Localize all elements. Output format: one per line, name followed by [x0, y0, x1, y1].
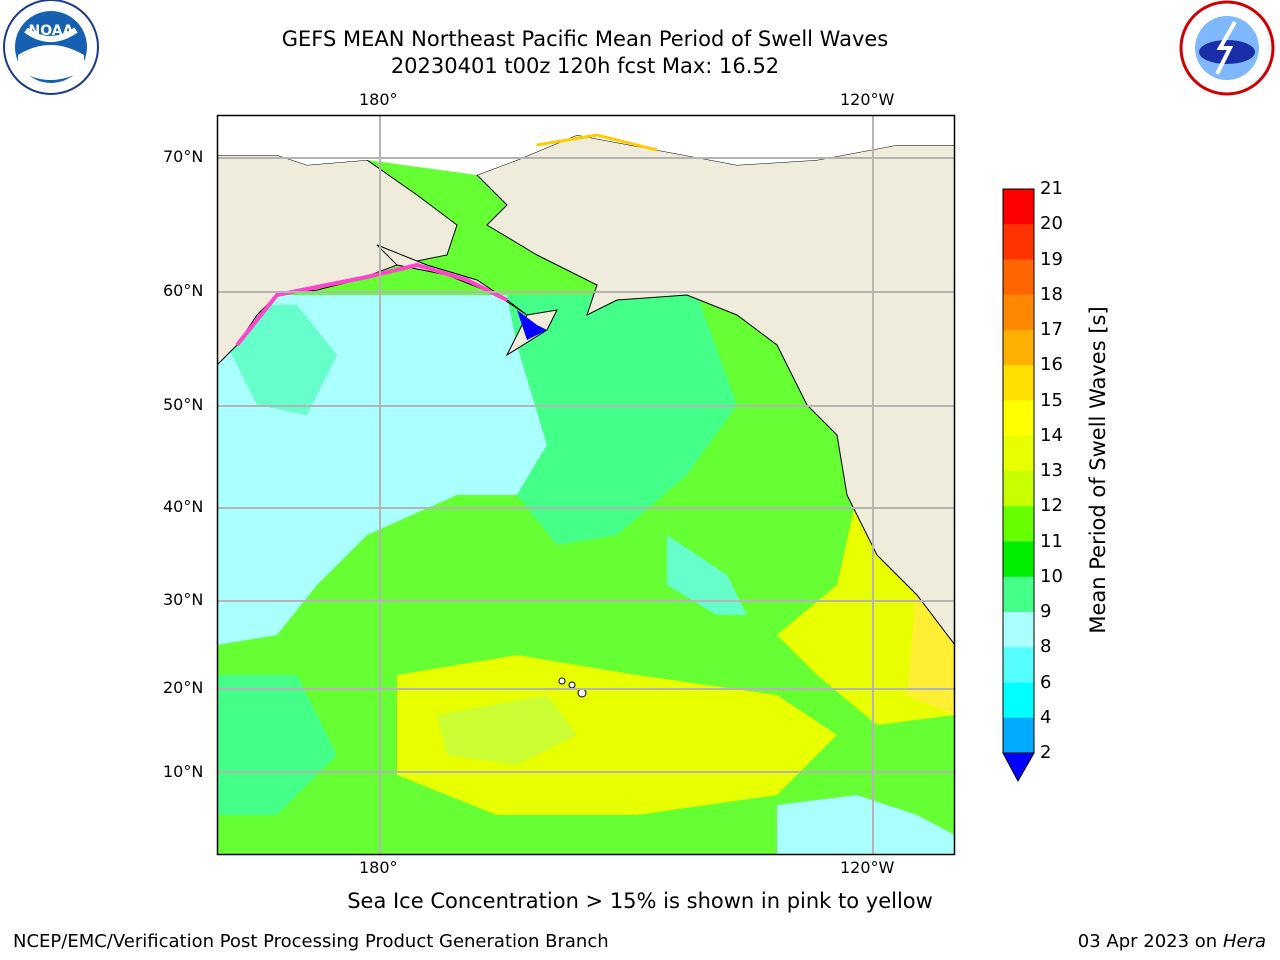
colorbar-tick-label: 17 — [1040, 319, 1063, 340]
colorbar-segment — [1003, 259, 1034, 296]
colorbar-tick-label: 14 — [1040, 424, 1063, 446]
noaa-logo: NOAA — [3, 0, 99, 95]
lat-label-10n: 10°N — [163, 762, 204, 781]
colorbar-tick-label: 18 — [1040, 283, 1063, 305]
swell-region-cyan-east — [667, 535, 747, 615]
swell-region-green-north — [507, 295, 777, 545]
lon-label-bottom-180: 180° — [359, 858, 398, 877]
footer-credit: NCEP/EMC/Verification Post Processing Pr… — [13, 931, 609, 952]
colorbar-tick-label: 19 — [1040, 248, 1063, 270]
sea-ice-caption: Sea Ice Concentration > 15% is shown in … — [347, 889, 933, 913]
lat-label-40n: 40°N — [163, 497, 204, 516]
colorbar-title: Mean Period of Swell Waves [s] — [1086, 306, 1110, 634]
colorbar-tick-label: 20 — [1040, 213, 1063, 235]
colorbar-tick-label: 21 — [1040, 178, 1063, 199]
colorbar-segment — [1003, 612, 1034, 648]
colorbar-tick-label: 6 — [1040, 671, 1052, 693]
colorbar-tick-label: 11 — [1040, 530, 1063, 552]
lat-label-30n: 30°N — [163, 590, 204, 609]
swell-region-cyan-south — [777, 795, 955, 855]
footer-date-text: 03 Apr 2023 on — [1077, 931, 1218, 952]
colorbar-segment — [1003, 682, 1034, 719]
colorbar-segment — [1003, 224, 1034, 260]
hawaii-islands — [558, 677, 566, 685]
lat-label-20n: 20°N — [163, 678, 204, 697]
colorbar-segment — [1003, 471, 1034, 507]
map-frame — [216, 114, 956, 856]
swell-region-yellow-central — [397, 655, 837, 815]
colorbar-tick-label: 12 — [1040, 495, 1063, 517]
lat-label-60n: 60°N — [163, 281, 204, 300]
colorbar-segment — [1003, 717, 1034, 754]
colorbar-segment — [1003, 647, 1034, 683]
graticule — [217, 115, 955, 855]
map-title: GEFS MEAN Northeast Pacific Mean Period … — [281, 27, 889, 51]
colorbar-tick-label: 9 — [1040, 601, 1052, 622]
swell-region-yellow-east — [777, 375, 955, 725]
colorbar-extend-arrow — [1002, 752, 1035, 783]
colorbar-tick-label: 15 — [1040, 389, 1063, 411]
lat-label-70n: 70°N — [163, 147, 204, 166]
lat-label-50n: 50°N — [163, 395, 204, 414]
colorbar-segment — [1003, 400, 1034, 437]
nws-logo — [1179, 0, 1275, 96]
colorbar-segment — [1003, 294, 1034, 331]
lon-label-top-180: 180° — [359, 90, 398, 109]
colorbar-tick-label: 16 — [1040, 354, 1063, 376]
footer-host: Hera — [1222, 931, 1266, 952]
sea-ice-edge-alaska — [235, 262, 508, 347]
colorbar-segment — [1003, 189, 1034, 225]
colorbar-segment — [1003, 576, 1034, 613]
footer-date: 03 Apr 2023 on Hera — [1078, 931, 1266, 952]
colorbar-tick-label: 8 — [1040, 636, 1052, 658]
colorbar-tick-label: 10 — [1040, 565, 1063, 587]
map-subtitle: 20230401 t00z 120h fcst Max: 16.52 — [390, 54, 780, 78]
colorbar-segment — [1003, 541, 1034, 578]
colorbar-tick-label: 2 — [1040, 742, 1052, 763]
colorbar-segment — [1003, 506, 1034, 542]
map-panel — [216, 114, 956, 856]
colorbar-segment — [1003, 330, 1034, 366]
svg-text:NOAA: NOAA — [29, 23, 74, 39]
colorbar-tick-label: 4 — [1040, 706, 1052, 728]
lon-label-top-120w: 120°W — [840, 90, 895, 109]
colorbar-segment — [1003, 435, 1034, 472]
colorbar-tick-label: 13 — [1040, 460, 1063, 481]
lon-label-bottom-120w: 120°W — [840, 858, 895, 877]
colorbar-segment — [1003, 365, 1034, 401]
colorbar — [1002, 188, 1035, 783]
